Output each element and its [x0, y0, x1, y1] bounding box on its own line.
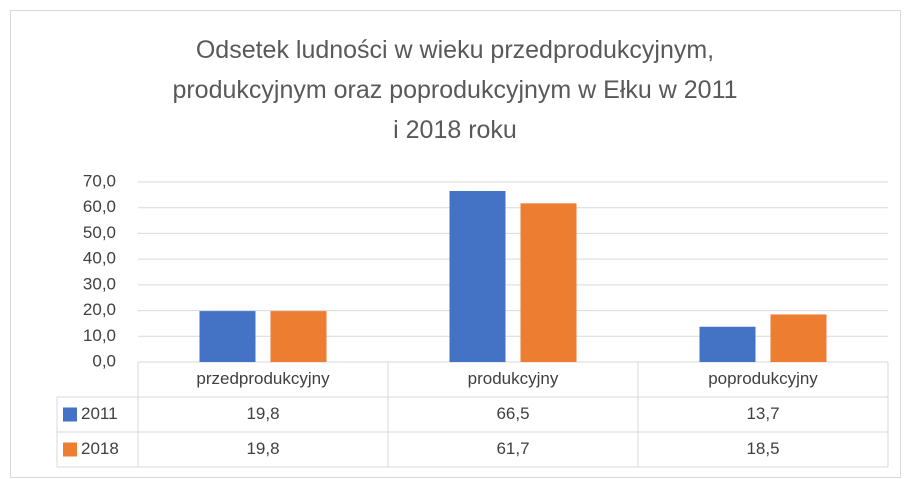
bar: [199, 311, 256, 362]
data-label: 66,5: [496, 404, 529, 423]
data-label: 19,8: [246, 404, 279, 423]
y-tick-label: 20,0: [83, 300, 116, 319]
data-label: 61,7: [496, 439, 529, 458]
y-tick-label: 50,0: [83, 223, 116, 242]
y-tick-label: 0,0: [92, 351, 116, 370]
x-tick-label: produkcyjny: [468, 369, 559, 388]
bar: [520, 203, 577, 362]
chart-title: Odsetek ludności w wieku przedprodukcyjn…: [172, 36, 738, 144]
y-tick-label: 70,0: [83, 171, 116, 190]
y-tick-label: 40,0: [83, 249, 116, 268]
y-tick-label: 10,0: [83, 326, 116, 345]
data-label: 13,7: [746, 404, 779, 423]
legend-key: [63, 407, 77, 422]
data-label: 19,8: [246, 439, 279, 458]
x-tick-label: poprodukcyjny: [708, 369, 818, 388]
legend-key: [63, 442, 77, 457]
y-tick-label: 30,0: [83, 274, 116, 293]
bar: [699, 326, 756, 362]
bar: [449, 191, 506, 362]
legend-label: 2011: [81, 404, 118, 423]
legend-label: 2018: [81, 439, 119, 458]
data-label: 18,5: [746, 439, 779, 458]
y-tick-label: 60,0: [83, 197, 116, 216]
bar: [270, 311, 327, 362]
x-tick-label: przedprodukcyjny: [196, 369, 330, 388]
bar: [770, 314, 827, 362]
